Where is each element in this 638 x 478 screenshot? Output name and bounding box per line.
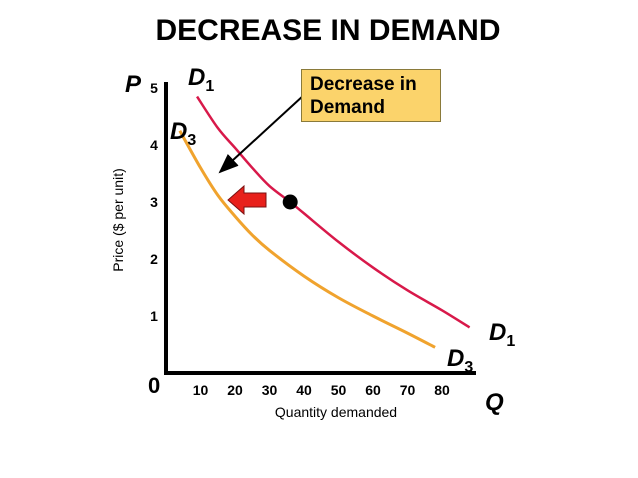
- y-tick-label: 3: [150, 194, 158, 210]
- x-tick-label: 80: [434, 382, 450, 398]
- y-axis-label: Price ($ per unit): [110, 168, 126, 271]
- y-tick-labels: 1 2 3 4 5: [150, 80, 158, 324]
- x-tick-label: 60: [365, 382, 381, 398]
- d1-label-top: D1: [188, 64, 214, 95]
- y-tick-label: 1: [150, 308, 158, 324]
- x-tick-label: 20: [227, 382, 243, 398]
- x-tick-label: 50: [331, 382, 347, 398]
- x-tick-label: 30: [262, 382, 278, 398]
- y-axis-symbol: P: [125, 71, 142, 98]
- d3-label-top: D3: [170, 118, 196, 149]
- y-tick-label: 5: [150, 80, 158, 96]
- x-tick-label: 40: [296, 382, 312, 398]
- series-d1-line: [196, 95, 471, 329]
- d3-label-bottom: D3: [447, 345, 473, 376]
- x-tick-labels: 10 20 30 40 50 60 70 80: [193, 382, 450, 398]
- x-tick-label: 70: [400, 382, 416, 398]
- callout-line-2: Demand: [310, 97, 385, 118]
- x-axis-label: Quantity demanded: [275, 404, 397, 420]
- callout-box: Decrease in Demand: [301, 69, 441, 122]
- series-d3-line: [178, 130, 436, 349]
- chart-title: DECREASE IN DEMAND: [155, 14, 500, 47]
- origin-label: 0: [148, 373, 160, 398]
- d1-label-bottom: D1: [489, 319, 515, 350]
- marked-point: [282, 194, 298, 210]
- x-tick-label: 10: [193, 382, 209, 398]
- callout-pointer: [218, 94, 305, 174]
- shift-left-arrow-icon: [227, 184, 267, 216]
- x-axis-symbol: Q: [485, 389, 504, 416]
- y-tick-label: 2: [150, 251, 158, 267]
- callout-line-1: Decrease in: [310, 74, 417, 95]
- y-tick-label: 4: [150, 137, 158, 153]
